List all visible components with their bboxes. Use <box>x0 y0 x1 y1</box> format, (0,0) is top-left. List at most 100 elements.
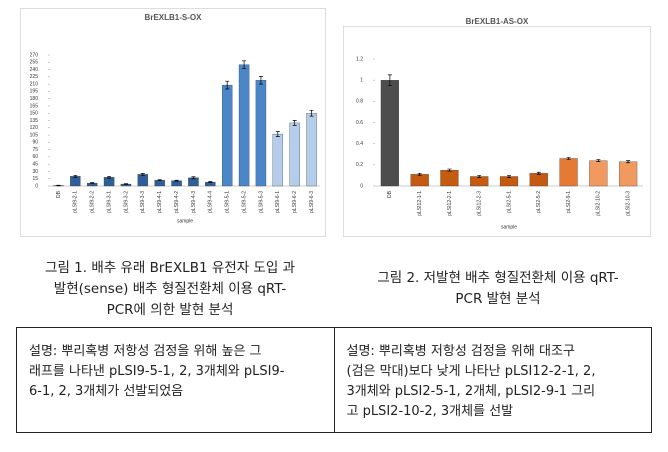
bar <box>589 160 608 187</box>
caption-line: 그림 1. 배추 유래 BrEXLB1 유전자 도입 과 <box>45 260 295 276</box>
caption-line: 그림 2. 저발현 배추 형질전환체 이용 qRT- <box>377 270 619 286</box>
bar <box>470 176 489 187</box>
bar <box>306 113 317 187</box>
x-tick-label: pLSI9-5-3 <box>258 191 264 213</box>
chart-title: BrEXLB1-AS-OX <box>466 17 529 26</box>
bar <box>255 80 267 187</box>
bar <box>410 174 429 187</box>
cell-line: (검은 막대)보다 낮게 나타난 pLSI12-2-1, 2, <box>346 364 596 379</box>
error-bar <box>626 160 631 164</box>
y-tick-label: 165 <box>30 103 39 109</box>
x-tick-label: pLSI2-10-3 <box>625 191 631 216</box>
caption-line: PCR 발현 분석 <box>455 291 541 307</box>
x-tick-label: pLSI9-4-1 <box>157 191 163 213</box>
x-tick-label: pLSI9-6-3 <box>309 191 315 213</box>
error-bar <box>157 179 162 182</box>
x-tick-label: pLSI2-5-1 <box>506 191 512 213</box>
x-tick-label: pLSI9-4-4 <box>208 191 214 213</box>
y-tick-label: 135 <box>30 118 39 124</box>
table-cell: 설명: 뿌리혹병 저항성 검정을 위해 대조구 (검은 막대)보다 낮게 나타난 … <box>333 328 652 432</box>
error-bar <box>174 179 179 182</box>
cell-line: 래프를 나타낸 pLSI9-5-1, 2, 3개체와 pLSI9- <box>29 364 285 379</box>
y-tick-label: 1.2 <box>356 56 363 62</box>
x-tick-label: pLSI9-3-2 <box>123 191 129 213</box>
y-tick-label: 240 <box>30 67 39 73</box>
bar <box>380 80 399 187</box>
y-tick-label: 0.2 <box>356 162 363 168</box>
error-bar <box>387 74 392 86</box>
y-tick-label: 75 <box>32 147 38 153</box>
y-tick-label: 30 <box>32 169 38 175</box>
error-bar <box>73 174 78 178</box>
x-tick-label: pLSI9-6-2 <box>292 191 298 213</box>
x-tick-label: pLSI12-2-1 <box>447 191 453 216</box>
bar <box>619 161 638 187</box>
y-tick-label: 0 <box>35 183 38 189</box>
error-bar <box>477 175 482 178</box>
x-axis-title: sample <box>177 218 193 224</box>
y-tick-label: 210 <box>30 81 39 87</box>
y-tick-label: 90 <box>32 140 38 146</box>
y-tick-label: 255 <box>30 60 39 66</box>
error-bar <box>140 173 145 176</box>
x-tick-label: pLSI2-9-1 <box>566 191 572 213</box>
error-bar <box>107 175 112 179</box>
y-tick-label: 0.8 <box>356 99 363 105</box>
bar <box>499 176 519 187</box>
y-tick-label: 195 <box>30 89 39 95</box>
chart-title: BrEXLB1-S-OX <box>145 13 203 22</box>
bar <box>529 173 548 187</box>
x-axis-title: sample <box>501 224 517 230</box>
x-tick-label: pLSI12-1-1 <box>417 191 423 216</box>
x-tick-label: pLSI9-2-2 <box>90 191 96 213</box>
bar <box>238 64 250 187</box>
error-bar <box>507 175 511 178</box>
y-tick-label: 0 <box>360 183 363 189</box>
error-bar <box>90 182 95 184</box>
x-tick-label: pLSI9-2-1 <box>73 191 79 213</box>
cell-line: 설명: 뿌리혹병 저항성 검정을 위해 높은 그 <box>29 344 262 359</box>
caption-line: PCR에 의한 발현 분석 <box>106 302 234 318</box>
error-bar <box>536 171 541 175</box>
x-tick-label: pLSI9-3-3 <box>140 191 146 213</box>
x-tick-label: pLSI9-4-3 <box>191 191 197 213</box>
x-tick-label: pLSI9-5-2 <box>241 191 247 213</box>
y-tick-label: 180 <box>30 96 39 102</box>
error-bar <box>447 168 452 172</box>
bar <box>70 176 81 187</box>
bar <box>137 174 149 187</box>
error-bar <box>191 176 196 180</box>
bar <box>559 158 578 187</box>
error-bar <box>566 157 571 160</box>
cell-line: 설명: 뿌리혹병 저항성 검정을 위해 대조구 <box>346 344 575 359</box>
cell-line: 고 pLSI2-10-2, 3개체를 선발 <box>346 404 514 419</box>
error-bar <box>242 60 247 69</box>
bar <box>221 84 233 187</box>
bar <box>289 122 300 187</box>
y-tick-label: 45 <box>32 161 38 167</box>
chart-frame <box>20 8 326 237</box>
error-bar <box>208 181 213 183</box>
y-tick-label: 60 <box>32 154 38 160</box>
error-bar <box>275 131 280 137</box>
y-tick-label: 150 <box>30 111 39 117</box>
x-tick-label: DB <box>387 190 393 198</box>
y-tick-label: 15 <box>32 176 38 182</box>
error-bar <box>123 183 128 185</box>
error-bar <box>258 75 263 85</box>
bar <box>440 169 459 187</box>
error-bar <box>292 120 297 126</box>
bar <box>154 180 165 187</box>
chart-2: BrEXLB1-AS-OX sample 0 0.2 0.4 0.6 0.8 1 1.2 DB pL… <box>343 17 651 237</box>
caption-line: 발현(sense) 배추 형질전환체 이용 qRT- <box>53 281 287 297</box>
x-tick-label: DB <box>56 190 62 198</box>
y-tick-label: 225 <box>30 74 39 80</box>
y-tick-label: 0.4 <box>356 141 363 147</box>
x-tick-label: pLSI9-3-1 <box>106 191 112 213</box>
caption-2: 그림 2. 저발현 배추 형질전환체 이용 qRT- PCR 발현 분석 <box>338 268 658 310</box>
